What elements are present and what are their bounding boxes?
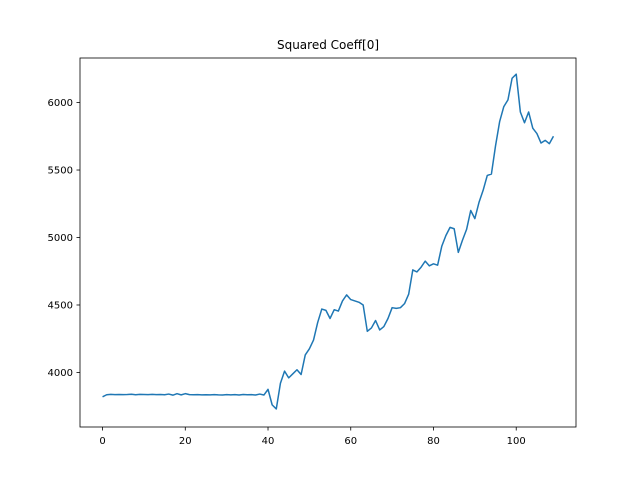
x-tick-label: 80 <box>427 436 440 447</box>
x-tick-label: 100 <box>507 436 526 447</box>
x-axis: 0 20 40 60 80 100 <box>99 427 526 447</box>
series-layer <box>102 73 555 410</box>
series-line-0 <box>102 73 555 410</box>
x-tick-label: 60 <box>344 436 357 447</box>
x-tick-label: 20 <box>179 436 192 447</box>
y-tick-label: 4500 <box>48 300 73 311</box>
y-tick-label: 5500 <box>48 166 73 177</box>
chart-title: Squared Coeff[0] <box>277 38 379 52</box>
y-tick-label: 6000 <box>48 98 73 109</box>
x-tick-label: 0 <box>99 436 105 447</box>
plot-frame <box>79 57 577 428</box>
y-tick-label: 5000 <box>48 233 73 244</box>
y-tick-label: 4000 <box>48 368 73 379</box>
x-tick-label: 40 <box>262 436 275 447</box>
y-axis: 4000 4500 5000 5500 6000 <box>48 98 80 379</box>
